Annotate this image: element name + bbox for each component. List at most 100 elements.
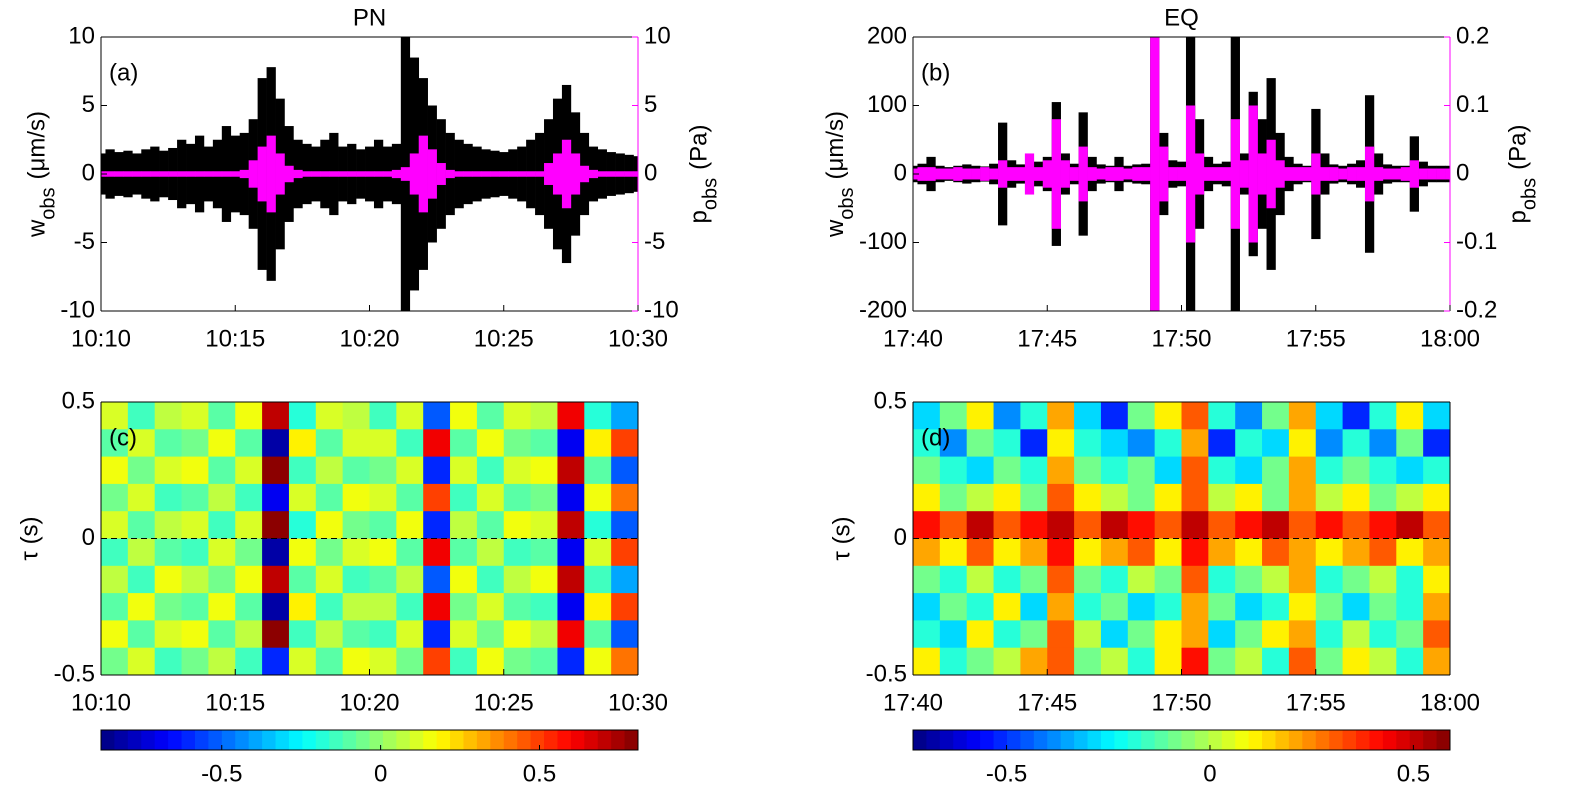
- heatmap-cell: [584, 538, 612, 567]
- heatmap-cell: [1315, 565, 1344, 594]
- waveform-envelope: [552, 153, 563, 195]
- heatmap-cell: [1100, 483, 1129, 512]
- heatmap-cell: [101, 538, 129, 567]
- heatmap-cell: [208, 538, 236, 567]
- heatmap-cell: [1342, 538, 1370, 567]
- waveform-envelope: [373, 171, 384, 177]
- heatmap-cell: [913, 511, 941, 539]
- heatmap-cell: [101, 429, 129, 458]
- heatmap-cell: [913, 565, 941, 594]
- colorbar-swatch: [503, 730, 518, 750]
- heatmap-cell: [611, 565, 638, 594]
- heatmap-cell: [342, 593, 370, 621]
- y-axis-label-part: w: [822, 219, 849, 238]
- heatmap-cell: [369, 593, 397, 621]
- colorbar-swatch: [1221, 730, 1236, 750]
- heatmap-cell: [913, 538, 941, 567]
- heatmap-cell: [396, 511, 424, 539]
- waveform-envelope: [418, 135, 428, 213]
- heatmap-cell: [1423, 593, 1450, 621]
- panel-label: (a): [109, 59, 138, 86]
- heatmap-cell: [1181, 647, 1209, 675]
- heatmap-cell: [1235, 565, 1263, 594]
- heatmap-cell: [993, 429, 1021, 458]
- heatmap-cell: [1047, 620, 1075, 649]
- heatmap-cell: [503, 620, 532, 649]
- heatmap-cell: [1127, 456, 1156, 485]
- waveform-envelope: [579, 165, 590, 183]
- waveform-envelope: [508, 171, 518, 177]
- y-tick-label: 0: [894, 524, 907, 551]
- heatmap-cell: [154, 402, 183, 430]
- heatmap-cell: [1288, 483, 1317, 512]
- heatmap-cell: [1047, 647, 1075, 675]
- x-tick-label: 17:55: [1286, 689, 1346, 716]
- heatmap-cell: [396, 538, 424, 567]
- waveform-envelope: [105, 171, 115, 177]
- heatmap-cell: [369, 511, 397, 539]
- heatmap-cell: [1127, 402, 1156, 430]
- heatmap-cell: [1127, 483, 1156, 512]
- heatmap-cell: [939, 402, 968, 430]
- heatmap-cell: [1208, 647, 1236, 675]
- colorbar-swatch: [288, 730, 303, 750]
- heatmap-cell: [1074, 593, 1102, 621]
- heatmap-cell: [584, 565, 612, 594]
- heatmap-cell: [396, 402, 424, 430]
- heatmap-cell: [993, 565, 1021, 594]
- waveform-envelope: [953, 167, 963, 181]
- waveform-envelope: [1033, 167, 1044, 181]
- heatmap-cell: [1288, 593, 1317, 621]
- heatmap-cell: [288, 593, 317, 621]
- colorbar-swatch: [1315, 730, 1330, 750]
- colorbar-swatch: [181, 730, 196, 750]
- heatmap-cell: [1369, 456, 1397, 485]
- panel-label: (d): [921, 424, 950, 451]
- waveform-envelope: [1266, 139, 1276, 209]
- heatmap-cell: [342, 483, 370, 512]
- y-axis-label-part: (μm/s): [822, 111, 849, 179]
- heatmap-cell: [557, 647, 585, 675]
- heatmap-cell: [1369, 647, 1397, 675]
- heatmap-cell: [1342, 511, 1370, 539]
- heatmap-cell: [396, 429, 424, 458]
- heatmap-cell: [1342, 593, 1370, 621]
- y2-tick-label: 0: [1456, 159, 1469, 186]
- heatmap-cell: [1423, 565, 1450, 594]
- waveform-envelope: [1418, 168, 1428, 180]
- heatmap-cell: [1262, 483, 1290, 512]
- heatmap-cell: [450, 620, 478, 649]
- heatmap-cell: [1369, 620, 1397, 649]
- waveform-envelope: [1212, 167, 1223, 181]
- waveform-envelope: [114, 171, 124, 177]
- heatmap-cell: [1181, 593, 1209, 621]
- waveform-envelope: [338, 171, 348, 177]
- heatmap-cell: [1047, 565, 1075, 594]
- waveform-envelope: [1409, 160, 1419, 188]
- heatmap-cell: [181, 483, 209, 512]
- heatmap-cell: [966, 620, 995, 649]
- heatmap-cell: [235, 511, 263, 539]
- heatmap-cell: [342, 647, 370, 675]
- colorbar-swatch: [127, 730, 142, 750]
- heatmap-cell: [235, 565, 263, 594]
- heatmap-cell: [1047, 402, 1075, 430]
- colorbar-swatch: [1020, 730, 1035, 750]
- heatmap-cell: [584, 483, 612, 512]
- waveform-envelope: [944, 168, 954, 180]
- heatmap-cell: [1315, 647, 1344, 675]
- heatmap-cell: [127, 565, 156, 594]
- heatmap-cell: [993, 483, 1021, 512]
- waveform-envelope: [535, 171, 545, 177]
- heatmap-cell: [1288, 402, 1317, 430]
- heatmap-cell: [530, 511, 558, 539]
- heatmap-cell: [315, 483, 344, 512]
- heatmap-cell: [611, 402, 638, 430]
- heatmap-cell: [913, 647, 941, 675]
- waveform-envelope: [1329, 167, 1339, 181]
- heatmap-cell: [1047, 429, 1075, 458]
- heatmap-cell: [913, 402, 941, 430]
- colorbar-swatch: [1168, 730, 1182, 750]
- waveform-envelope: [1024, 153, 1035, 195]
- heatmap-cell: [966, 456, 995, 485]
